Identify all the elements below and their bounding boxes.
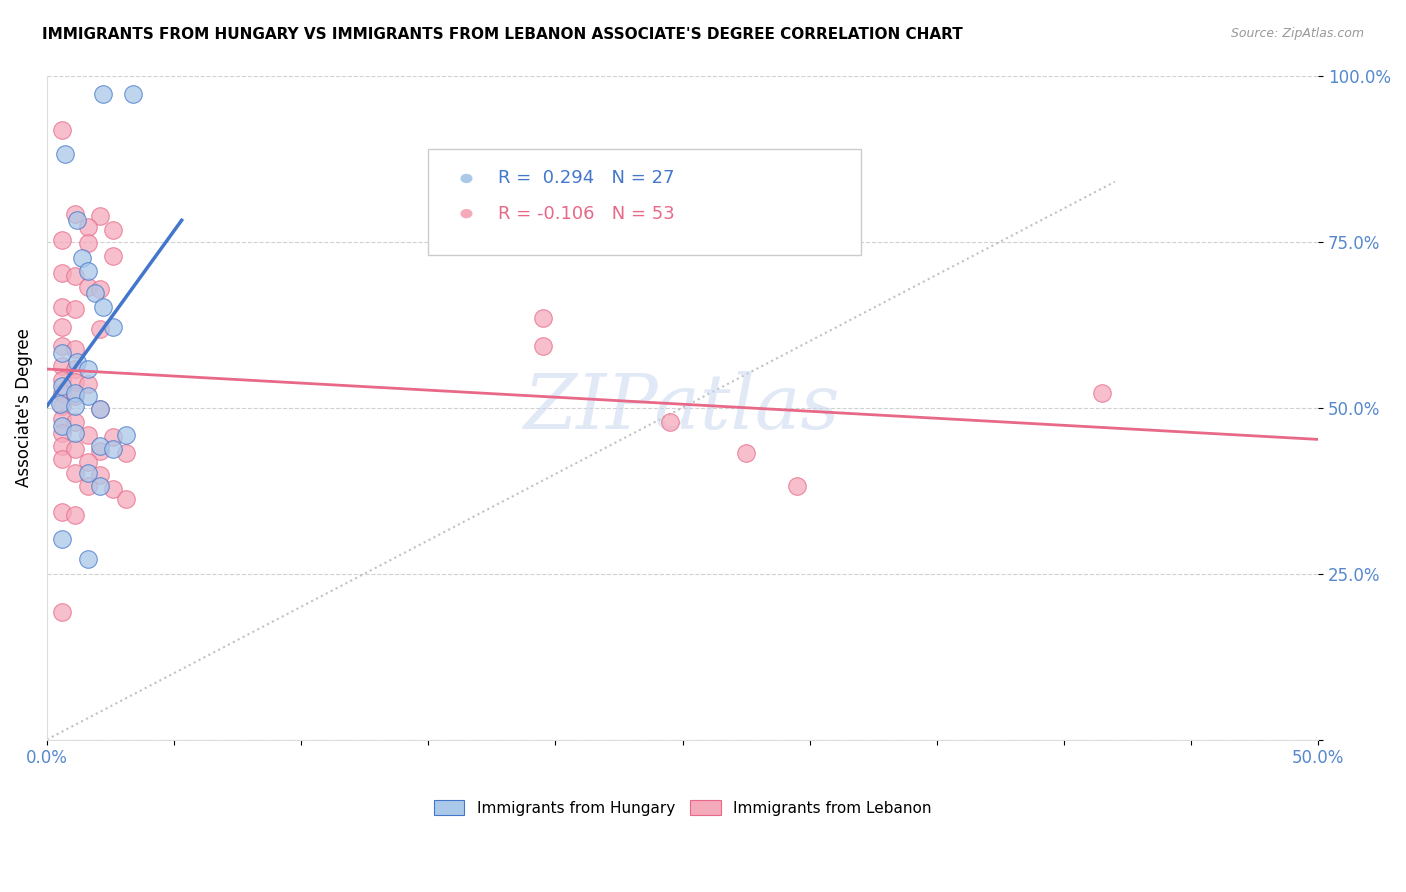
Point: [63, 508, 86, 522]
Point: [51, 386, 73, 401]
Point: [531, 339, 554, 353]
Point: [89, 209, 111, 223]
Point: [89, 282, 111, 296]
Point: [51, 452, 73, 467]
Point: [51, 233, 73, 247]
Point: [76, 377, 98, 392]
Text: R = -0.106   N = 53: R = -0.106 N = 53: [498, 204, 675, 223]
Point: [51, 346, 73, 360]
Point: [735, 446, 758, 460]
Point: [76, 219, 98, 234]
Point: [51, 419, 73, 434]
Ellipse shape: [461, 210, 472, 218]
Point: [114, 492, 136, 507]
Point: [51, 379, 73, 393]
Point: [63, 466, 86, 480]
Point: [51, 359, 73, 374]
Point: [51, 506, 73, 520]
Y-axis label: Associate's Degree: Associate's Degree: [15, 328, 32, 487]
Point: [63, 415, 86, 429]
Point: [63, 425, 86, 440]
Point: [63, 399, 86, 413]
Point: [63, 268, 86, 283]
Point: [63, 386, 86, 401]
Point: [786, 479, 808, 493]
Point: [63, 388, 86, 402]
Point: [531, 218, 554, 232]
Point: [51, 605, 73, 619]
Point: [658, 415, 681, 429]
Point: [66, 355, 89, 369]
Point: [101, 249, 124, 263]
Point: [114, 446, 136, 460]
Ellipse shape: [461, 175, 472, 183]
Point: [101, 222, 124, 236]
Point: [51, 412, 73, 426]
Point: [122, 87, 145, 102]
Text: Source: ZipAtlas.com: Source: ZipAtlas.com: [1230, 27, 1364, 40]
Point: [89, 439, 111, 453]
Point: [76, 479, 98, 493]
Point: [63, 442, 86, 456]
Point: [91, 87, 114, 102]
Point: [51, 532, 73, 546]
Point: [76, 455, 98, 469]
Point: [76, 466, 98, 480]
Point: [76, 428, 98, 442]
Point: [51, 319, 73, 334]
Text: IMMIGRANTS FROM HUNGARY VS IMMIGRANTS FROM LEBANON ASSOCIATE'S DEGREE CORRELATIO: IMMIGRANTS FROM HUNGARY VS IMMIGRANTS FR…: [42, 27, 963, 42]
Point: [76, 362, 98, 376]
Point: [101, 430, 124, 444]
Point: [101, 482, 124, 496]
Point: [63, 302, 86, 317]
Point: [63, 362, 86, 376]
Point: [63, 376, 86, 390]
Point: [76, 279, 98, 293]
Point: [51, 339, 73, 353]
Point: [66, 213, 89, 227]
Point: [51, 267, 73, 281]
Text: ZIPatlas: ZIPatlas: [524, 370, 841, 444]
Legend: Immigrants from Hungary, Immigrants from Lebanon: Immigrants from Hungary, Immigrants from…: [427, 794, 938, 822]
Point: [48, 397, 70, 411]
Point: [89, 322, 111, 336]
Point: [91, 300, 114, 314]
Point: [89, 468, 111, 483]
Point: [76, 388, 98, 402]
Point: [84, 286, 107, 301]
Point: [76, 552, 98, 566]
Point: [89, 401, 111, 416]
Point: [51, 373, 73, 387]
Point: [63, 342, 86, 356]
Point: [51, 300, 73, 314]
Point: [101, 319, 124, 334]
Point: [101, 442, 124, 456]
Point: [53, 147, 76, 161]
Point: [531, 310, 554, 325]
Point: [89, 401, 111, 416]
FancyBboxPatch shape: [429, 149, 860, 255]
Point: [89, 479, 111, 493]
Point: [51, 425, 73, 440]
Point: [89, 443, 111, 458]
Point: [63, 207, 86, 221]
Text: R =  0.294   N = 27: R = 0.294 N = 27: [498, 169, 675, 187]
Point: [51, 439, 73, 453]
Point: [51, 123, 73, 137]
Point: [76, 235, 98, 250]
Point: [72, 251, 94, 265]
Point: [114, 428, 136, 442]
Point: [51, 399, 73, 413]
Point: [76, 264, 98, 278]
Point: [1091, 386, 1114, 401]
